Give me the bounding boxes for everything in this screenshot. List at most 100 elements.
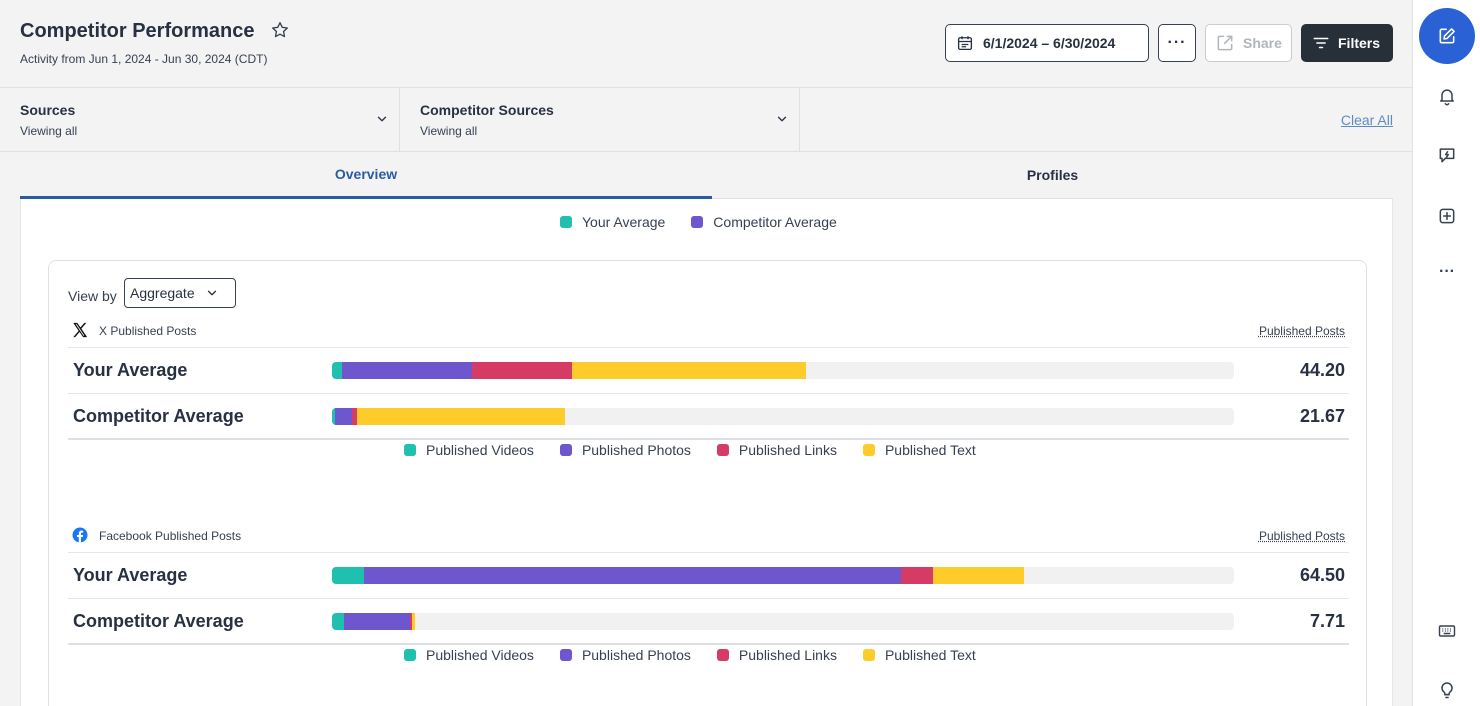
filters-button[interactable]: Filters xyxy=(1301,24,1393,62)
competitor-filter-value: Viewing all xyxy=(420,124,477,138)
legend-label: Published Photos xyxy=(582,647,691,663)
post-type-legend: Published Videos Published Photos Publishe… xyxy=(404,442,976,458)
row-label: Competitor Average xyxy=(73,406,244,427)
section-header: X Published Posts Published Posts xyxy=(68,320,1349,348)
share-button[interactable]: Share xyxy=(1205,24,1292,62)
overview-panel: Your Average Competitor Average View by … xyxy=(20,199,1393,706)
row-label: Your Average xyxy=(73,360,187,381)
competitor-average-swatch xyxy=(691,216,703,228)
legend-item: Published Photos xyxy=(560,442,691,458)
average-legend: Your Average Competitor Average xyxy=(560,214,837,230)
competitor-sources-filter[interactable]: Competitor Sources Viewing all xyxy=(400,88,800,151)
legend-item: Published Text xyxy=(863,442,976,458)
legend-item: Published Text xyxy=(863,647,976,663)
legend-label: Published Videos xyxy=(426,647,534,663)
your-average-swatch xyxy=(560,216,572,228)
x-icon xyxy=(71,321,89,339)
legend-swatch xyxy=(404,649,416,661)
page-subtitle: Activity from Jun 1, 2024 - Jun 30, 2024… xyxy=(20,52,267,66)
legend-swatch xyxy=(863,444,875,456)
published-posts-card: View by Aggregate X Published Posts Publ… xyxy=(48,260,1367,706)
legend-item: Published Links xyxy=(717,442,837,458)
main-area: Competitor Performance Activity from Jun… xyxy=(0,0,1413,706)
bar-row-x-your-average: Your Average 44.20 xyxy=(68,348,1349,394)
photos-segment xyxy=(335,408,352,425)
row-value: 64.50 xyxy=(1300,565,1345,586)
lightbulb-icon[interactable] xyxy=(1437,680,1457,700)
legend-label: Published Links xyxy=(739,647,837,663)
legend-item: Published Links xyxy=(717,647,837,663)
page-header: Competitor Performance Activity from Jun… xyxy=(0,0,1412,88)
row-value: 7.71 xyxy=(1310,611,1345,632)
legend-competitor-average-label: Competitor Average xyxy=(713,214,836,230)
bar-row-facebook-your-average: Your Average 64.50 xyxy=(68,553,1349,599)
legend-item: Published Videos xyxy=(404,442,534,458)
tab-overview[interactable]: Overview xyxy=(20,152,712,199)
legend-label: Published Photos xyxy=(582,442,691,458)
legend-your-average-label: Your Average xyxy=(582,214,665,230)
videos-segment xyxy=(332,362,342,379)
stacked-bar xyxy=(332,362,1234,379)
text-segment xyxy=(412,613,415,630)
compose-icon xyxy=(1437,26,1457,46)
page-title: Competitor Performance xyxy=(20,20,255,43)
date-range-button[interactable]: 6/1/2024 – 6/30/2024 xyxy=(945,24,1149,62)
legend-swatch xyxy=(560,649,572,661)
facebook-icon xyxy=(71,526,89,544)
bar-row-x-competitor-average: Competitor Average 21.67 xyxy=(68,394,1349,440)
legend-swatch xyxy=(717,444,729,456)
share-icon xyxy=(1215,33,1235,53)
stacked-bar xyxy=(332,567,1234,584)
section-metric[interactable]: Published Posts xyxy=(1259,529,1345,543)
row-value: 21.67 xyxy=(1300,406,1345,427)
legend-your-average: Your Average xyxy=(560,214,665,230)
photos-segment xyxy=(364,567,902,584)
chevron-down-icon xyxy=(775,112,789,126)
clear-all-link[interactable]: Clear All xyxy=(1341,112,1393,128)
text-segment xyxy=(572,362,807,379)
compose-button[interactable] xyxy=(1419,8,1475,64)
bell-icon[interactable] xyxy=(1437,86,1457,106)
legend-swatch xyxy=(863,649,875,661)
post-type-legend: Published Videos Published Photos Publishe… xyxy=(404,647,976,663)
sources-filter[interactable]: Sources Viewing all xyxy=(0,88,400,151)
chevron-down-icon xyxy=(375,112,389,126)
videos-segment xyxy=(332,567,364,584)
view-by-value: Aggregate xyxy=(130,285,195,301)
view-by-select[interactable]: Aggregate xyxy=(124,278,236,308)
share-label: Share xyxy=(1243,35,1282,51)
sources-filter-value: Viewing all xyxy=(20,124,77,138)
links-segment xyxy=(472,362,572,379)
legend-label: Published Text xyxy=(885,442,976,458)
view-by-label: View by xyxy=(68,288,117,304)
videos-segment xyxy=(332,613,344,630)
links-segment xyxy=(901,567,933,584)
more-icon[interactable]: ··· xyxy=(1437,266,1457,286)
text-segment xyxy=(357,408,564,425)
legend-item: Published Photos xyxy=(560,647,691,663)
more-options-button[interactable]: ··· xyxy=(1158,24,1196,62)
section-header: Facebook Published Posts Published Posts xyxy=(68,525,1349,553)
tab-bar: Overview Profiles xyxy=(20,152,1393,199)
legend-label: Published Links xyxy=(739,442,837,458)
star-icon[interactable] xyxy=(270,20,290,40)
bar-row-facebook-competitor-average: Competitor Average 7.71 xyxy=(68,599,1349,645)
section-title: Facebook Published Posts xyxy=(99,529,241,543)
chevron-down-icon xyxy=(205,286,219,300)
legend-competitor-average: Competitor Average xyxy=(691,214,836,230)
sources-filter-label: Sources xyxy=(20,102,75,118)
add-icon[interactable] xyxy=(1437,206,1457,226)
stacked-bar xyxy=(332,613,1234,630)
tab-profiles[interactable]: Profiles xyxy=(712,152,1393,199)
feedback-icon[interactable] xyxy=(1437,145,1457,165)
legend-swatch xyxy=(404,444,416,456)
keyboard-icon[interactable] xyxy=(1437,621,1457,641)
section-metric[interactable]: Published Posts xyxy=(1259,324,1345,338)
row-value: 44.20 xyxy=(1300,360,1345,381)
date-range-label: 6/1/2024 – 6/30/2024 xyxy=(983,35,1115,51)
legend-swatch xyxy=(717,649,729,661)
photos-segment xyxy=(342,362,472,379)
legend-item: Published Videos xyxy=(404,647,534,663)
filter-icon xyxy=(1312,34,1330,52)
filters-label: Filters xyxy=(1338,35,1380,51)
